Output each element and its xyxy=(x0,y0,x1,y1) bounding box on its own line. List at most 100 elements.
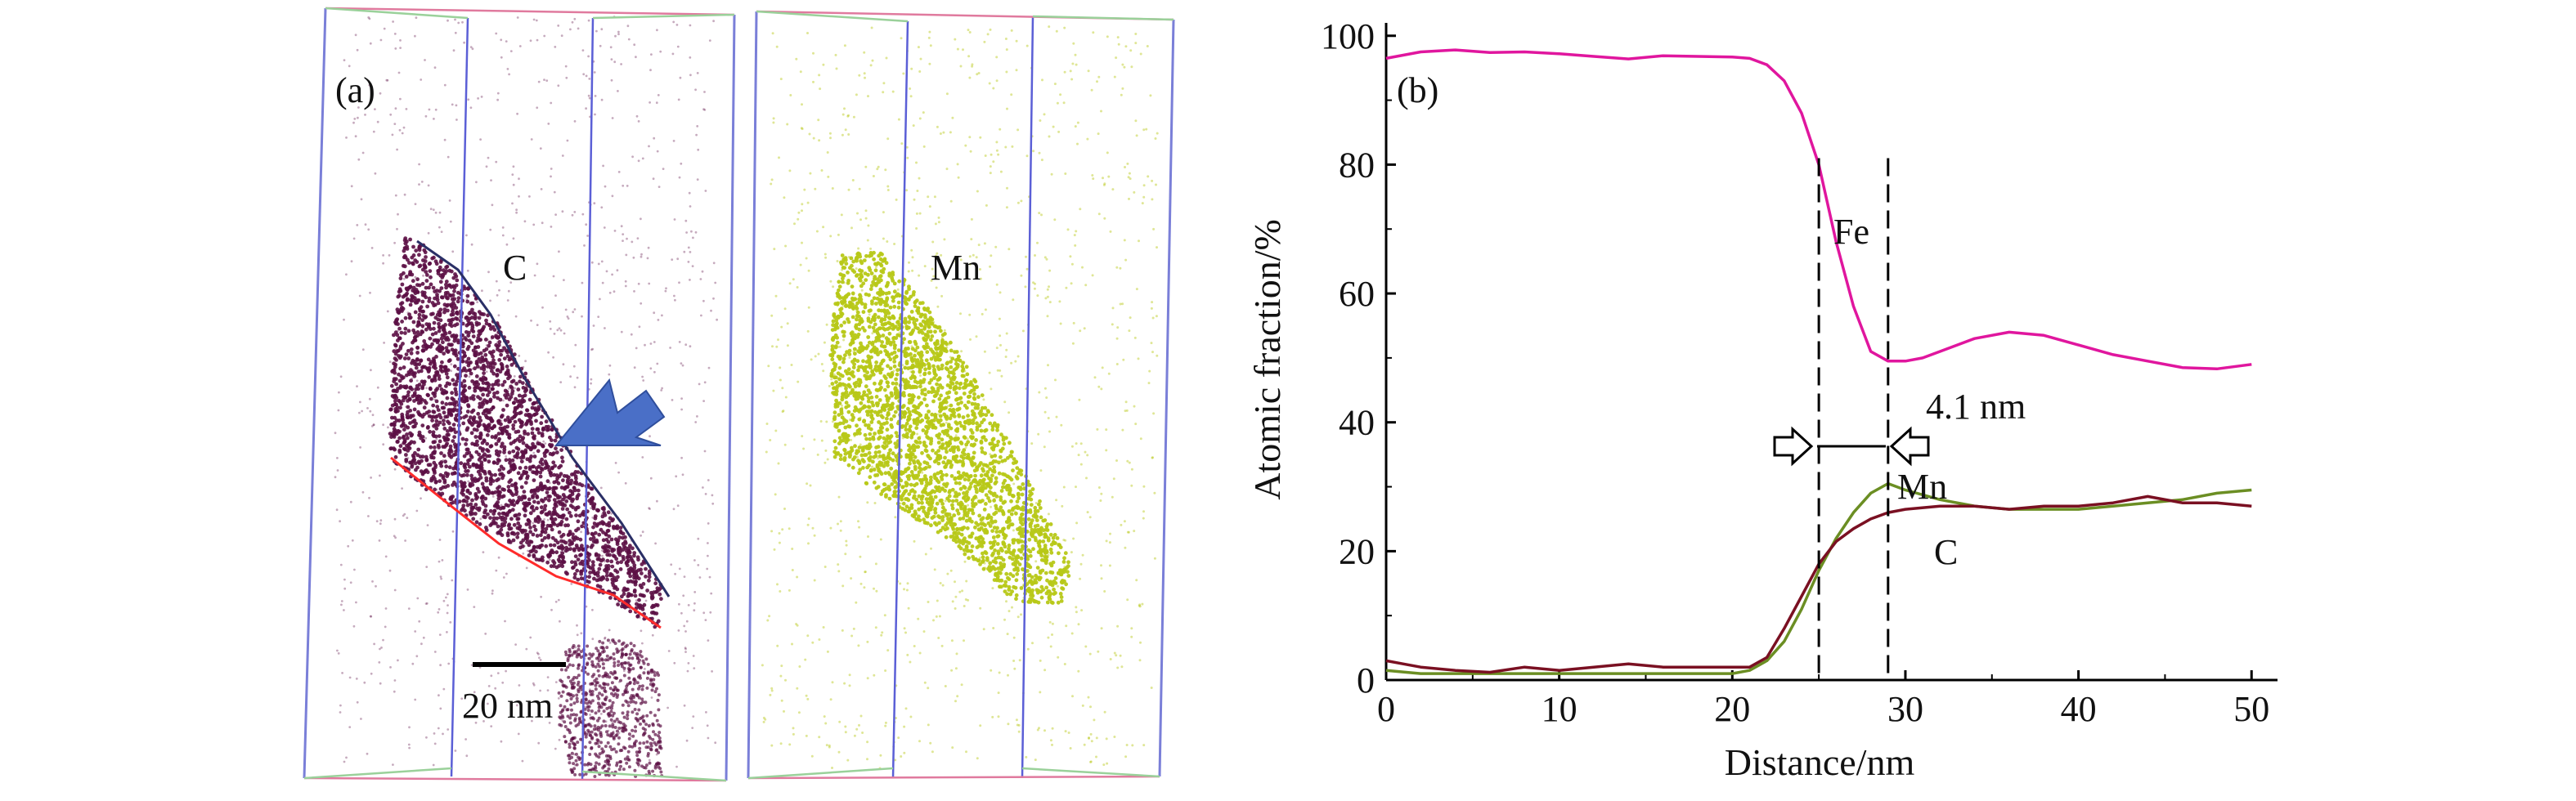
atom-dot xyxy=(411,662,415,665)
atom-dot xyxy=(590,543,595,548)
atom-dot xyxy=(811,641,815,644)
atom-dot xyxy=(917,46,920,49)
atom-dot xyxy=(770,178,774,181)
atom-dot xyxy=(1134,42,1138,45)
atom-dot xyxy=(583,707,587,711)
atom-dot xyxy=(701,270,704,273)
atom-dot xyxy=(478,387,483,392)
atom-dot xyxy=(1139,641,1142,644)
atom-dot xyxy=(470,477,474,481)
atom-dot xyxy=(528,416,532,420)
atom-dot xyxy=(464,437,469,442)
atom-dot xyxy=(649,744,653,748)
atom-dot xyxy=(557,691,561,695)
atom-dot xyxy=(783,307,787,311)
atom-dot xyxy=(554,565,559,570)
atom-dot xyxy=(819,87,822,91)
atom-dot xyxy=(617,90,619,92)
atom-dot xyxy=(606,548,611,553)
atom-dot xyxy=(619,662,623,666)
atom-dot xyxy=(548,435,552,440)
atom-dot xyxy=(641,642,644,645)
atom-dot xyxy=(656,362,659,365)
atom-dot xyxy=(657,592,662,597)
atom-dot xyxy=(520,420,524,425)
atom-dot xyxy=(822,226,825,229)
atom-dot xyxy=(536,449,541,454)
atom-dot xyxy=(605,654,609,658)
atom-dot xyxy=(561,690,565,694)
atom-dot xyxy=(484,633,487,635)
atom-dot xyxy=(1133,405,1136,408)
atom-dot xyxy=(470,379,474,383)
atom-dot xyxy=(583,244,586,247)
atom-dot xyxy=(505,403,509,408)
atom-dot xyxy=(461,20,464,24)
atom-dot xyxy=(502,356,507,360)
atom-dot xyxy=(655,589,659,594)
atom-dot xyxy=(1084,450,1087,454)
atom-dot xyxy=(807,542,810,545)
atom-dot xyxy=(1111,188,1115,191)
atom-dot xyxy=(423,342,428,347)
atom-dot xyxy=(561,478,565,483)
atom-dot xyxy=(558,494,562,499)
atom-dot xyxy=(598,639,602,643)
atom-dot xyxy=(614,734,618,738)
atom-dot xyxy=(617,171,621,173)
atom-dot xyxy=(366,752,369,755)
atom-dot xyxy=(552,472,556,477)
atom-dot xyxy=(811,526,815,530)
atom-dot xyxy=(508,73,510,76)
atom-dot xyxy=(567,675,571,679)
atom-dot xyxy=(658,724,662,728)
atom-dot xyxy=(460,359,465,364)
atom-dot xyxy=(593,514,598,518)
atom-dot xyxy=(417,264,422,269)
atom-dot xyxy=(951,746,954,750)
atom-dot xyxy=(676,257,680,261)
atom-dot xyxy=(439,463,444,468)
atom-dot xyxy=(361,490,365,494)
atom-dot xyxy=(650,53,653,56)
atom-dot xyxy=(572,538,577,542)
atom-dot xyxy=(703,450,707,453)
atom-dot xyxy=(617,767,622,772)
atom-dot xyxy=(635,114,639,118)
atom-dot xyxy=(511,499,516,503)
atom-dot xyxy=(412,407,417,412)
atom-dot xyxy=(454,316,458,320)
atom-dot xyxy=(590,378,593,381)
atom-dot xyxy=(657,734,660,738)
atom-dot xyxy=(488,516,492,520)
atom-dot xyxy=(1076,142,1079,145)
atom-dot xyxy=(417,245,422,250)
atom-dot xyxy=(513,466,518,470)
atom-dot xyxy=(596,718,599,723)
atom-dot xyxy=(403,512,406,516)
atom-dot xyxy=(568,754,572,758)
atom-dot xyxy=(524,443,529,448)
atom-dot xyxy=(470,315,474,320)
atom-dot xyxy=(1036,728,1039,732)
atom-dot xyxy=(393,241,396,244)
atom-dot xyxy=(1103,182,1106,186)
atom-dot xyxy=(989,265,992,268)
atom-dot xyxy=(1151,198,1154,201)
atom-dot xyxy=(467,98,470,101)
atom-dot xyxy=(954,607,957,610)
atom-dot xyxy=(600,693,604,697)
atom-dot xyxy=(473,691,476,694)
atom-dot xyxy=(525,408,529,413)
atom-dot xyxy=(476,301,478,303)
atom-dot xyxy=(379,682,382,685)
carbon-element-label: C xyxy=(503,248,527,288)
atom-dot xyxy=(388,407,393,412)
atom-dot xyxy=(959,65,963,68)
atom-dot xyxy=(638,746,642,750)
atom-dot xyxy=(416,597,420,600)
atom-dot xyxy=(1043,113,1046,116)
atom-dot xyxy=(437,345,441,350)
box-edge xyxy=(450,17,469,777)
atom-dot xyxy=(438,289,442,293)
